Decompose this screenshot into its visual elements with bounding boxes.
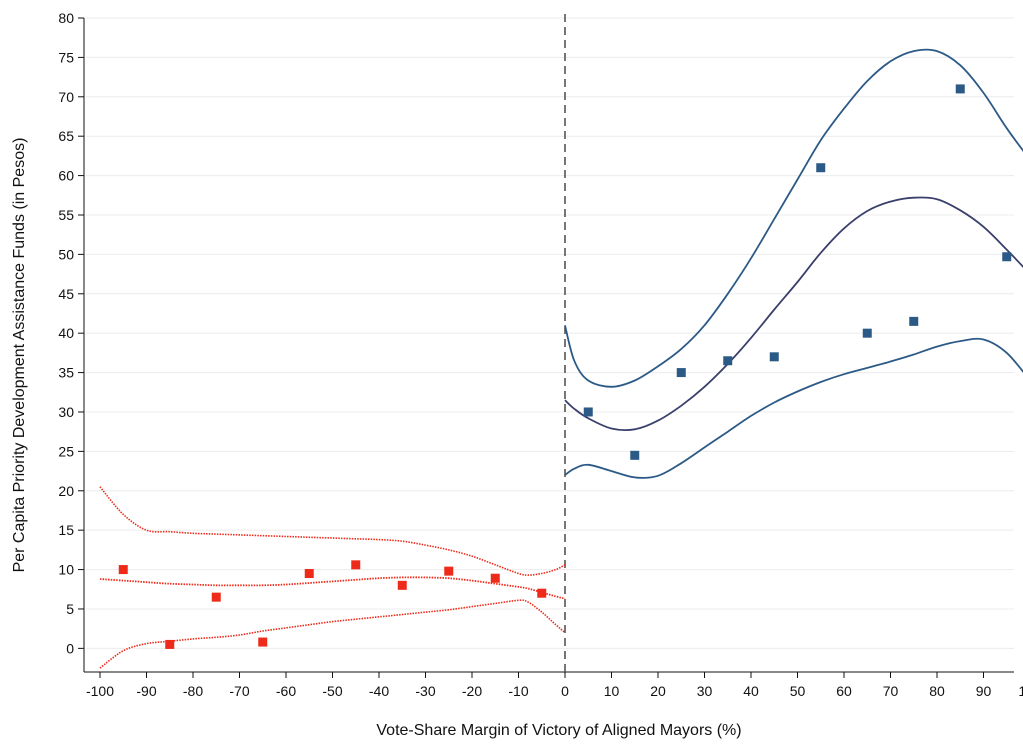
y-tick-label: 55 (58, 207, 74, 223)
y-tick-label: 25 (58, 443, 74, 459)
x-tick-label: -60 (276, 683, 296, 699)
right-scatter-point (723, 356, 733, 366)
y-tick-label: 45 (58, 286, 74, 302)
left-scatter-point (304, 569, 314, 579)
y-tick-label: 60 (58, 168, 74, 184)
x-tick-label: -100 (86, 683, 114, 699)
right-scatter-point (630, 450, 640, 460)
y-tick-label: 80 (58, 10, 74, 26)
left-scatter-point (165, 639, 175, 649)
left-scatter-point (351, 560, 361, 570)
x-tick-label: 30 (697, 683, 713, 699)
left-scatter-point (258, 637, 268, 647)
y-tick-label: 5 (66, 601, 74, 617)
left-scatter-point (490, 573, 500, 583)
right-scatter-point (955, 84, 965, 94)
y-tick-label: 70 (58, 89, 74, 105)
x-axis-title: Vote-Share Margin of Victory of Aligned … (376, 722, 741, 739)
left-ci-lower-line (99, 599, 566, 669)
x-tick-label: -10 (508, 683, 528, 699)
x-tick-label: -40 (369, 683, 389, 699)
y-tick-label: 50 (58, 246, 74, 262)
y-axis-title: Per Capita Priority Development Assistan… (11, 138, 28, 573)
x-tick-label: 20 (650, 683, 666, 699)
x-tick-label: 50 (790, 683, 806, 699)
x-tick-label: -90 (136, 683, 156, 699)
x-tick-label: -50 (322, 683, 342, 699)
x-tick-label: 40 (743, 683, 759, 699)
left-scatter-point (211, 592, 221, 602)
x-tick-label: 0 (561, 683, 569, 699)
gridlines (86, 17, 1014, 649)
y-tick-label: 65 (58, 128, 74, 144)
scatter-points (118, 84, 1012, 649)
series (99, 14, 1023, 672)
y-tick-label: 40 (58, 325, 74, 341)
left-ci-upper-line (99, 486, 566, 576)
x-tick-label: 100 (1018, 683, 1023, 699)
y-tick-label: 0 (66, 640, 74, 656)
right-fit-line (564, 196, 1023, 432)
left-fit-line (99, 576, 566, 600)
right-scatter-point (909, 316, 919, 326)
left-scatter-point (118, 565, 128, 575)
right-scatter-point (769, 352, 779, 362)
right-scatter-point (583, 407, 593, 417)
y-tick-label: 30 (58, 404, 74, 420)
y-tick-label: 35 (58, 365, 74, 381)
x-tick-label: -20 (462, 683, 482, 699)
x-tick-label: 70 (883, 683, 899, 699)
x-tick-label: 10 (604, 683, 620, 699)
right-scatter-point (1002, 252, 1012, 262)
x-tick-label: 60 (836, 683, 852, 699)
right-scatter-point (816, 163, 826, 173)
right-ci-lower-line (564, 337, 1023, 479)
left-scatter-point (537, 588, 547, 598)
x-tick-label: 80 (929, 683, 945, 699)
x-tick-label: 90 (976, 683, 992, 699)
right-ci-upper-line (564, 48, 1023, 388)
x-tick-label: -70 (229, 683, 249, 699)
x-tick-label: -30 (415, 683, 435, 699)
left-scatter-point (397, 580, 407, 590)
left-scatter-point (444, 566, 454, 576)
right-scatter-point (676, 368, 686, 378)
right-scatter-point (862, 328, 872, 338)
y-tick-label: 15 (58, 522, 74, 538)
x-tick-label: -80 (183, 683, 203, 699)
y-tick-label: 75 (58, 49, 74, 65)
y-tick-label: 10 (58, 562, 74, 578)
y-tick-label: 20 (58, 483, 74, 499)
